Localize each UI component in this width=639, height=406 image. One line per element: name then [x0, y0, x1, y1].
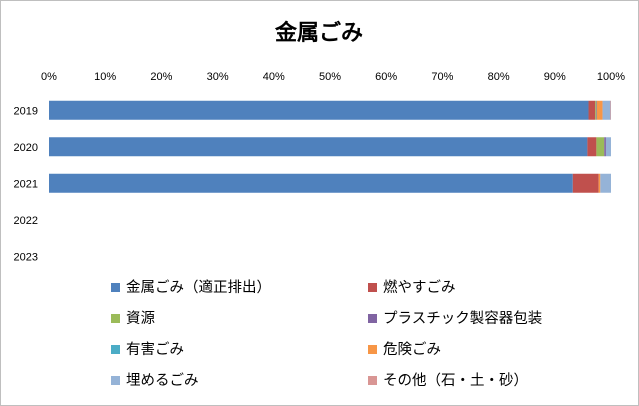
bar-segment [602, 100, 611, 120]
bar-segment [610, 100, 611, 120]
y-tick-label: 2021 [14, 178, 38, 190]
legend-label: プラスチック製容器包装 [383, 310, 542, 327]
x-tick-label: 10% [94, 71, 116, 83]
x-tick-label: 0% [41, 71, 57, 83]
bars [49, 100, 611, 193]
x-tick-label: 50% [319, 71, 341, 83]
bar-segment [49, 100, 589, 120]
legend-label: 資源 [126, 310, 155, 327]
x-tick-label: 40% [263, 71, 285, 83]
bar-segment [572, 173, 599, 193]
bar-segment [595, 100, 597, 120]
x-tick-label: 80% [488, 71, 510, 83]
x-axis-ticks: 0% 10% 20% 30% 40% 50% 60% 70% 80% 90% 100% [41, 71, 625, 83]
y-tick-label: 2019 [14, 105, 38, 117]
y-axis-ticks: 2019 2020 2021 2022 2023 [14, 105, 38, 263]
y-tick-label: 2020 [14, 142, 38, 154]
legend-swatch [111, 283, 120, 292]
bar-segment [598, 173, 601, 193]
x-tick-label: 100% [597, 71, 625, 83]
bar-segment [605, 137, 611, 157]
legend-label: 金属ごみ（適正排出） [126, 278, 271, 296]
bar-segment [587, 137, 597, 157]
bar-segment [596, 100, 603, 120]
legend-swatch [368, 283, 377, 292]
x-tick-label: 90% [544, 71, 566, 83]
legend-label: その他（石・土・砂） [383, 372, 528, 389]
y-tick-label: 2023 [14, 251, 38, 263]
legend-swatch [368, 376, 377, 385]
bar-segment [600, 173, 611, 193]
legend-swatch [368, 314, 377, 323]
x-tick-label: 30% [207, 71, 229, 83]
bar-segment [604, 137, 606, 157]
bar-segment [596, 100, 597, 120]
legend-swatch [111, 314, 120, 323]
legend-label: 埋めるごみ [126, 372, 199, 389]
legend-label: 燃やすごみ [383, 278, 456, 296]
x-tick-label: 60% [375, 71, 397, 83]
bar-segment [49, 137, 588, 157]
legend-label: 危険ごみ [383, 341, 441, 358]
bar-segment [596, 137, 605, 157]
y-tick-label: 2022 [14, 215, 38, 227]
x-tick-label: 20% [150, 71, 172, 83]
legend-label: 有害ごみ [126, 341, 184, 358]
legend-swatch [368, 345, 377, 354]
chart-title: 金属ごみ [274, 20, 363, 46]
bar-segment [588, 100, 596, 120]
legend-swatch [111, 376, 120, 385]
legend-swatch [111, 345, 120, 354]
bar-segment [49, 173, 573, 193]
x-tick-label: 70% [431, 71, 453, 83]
